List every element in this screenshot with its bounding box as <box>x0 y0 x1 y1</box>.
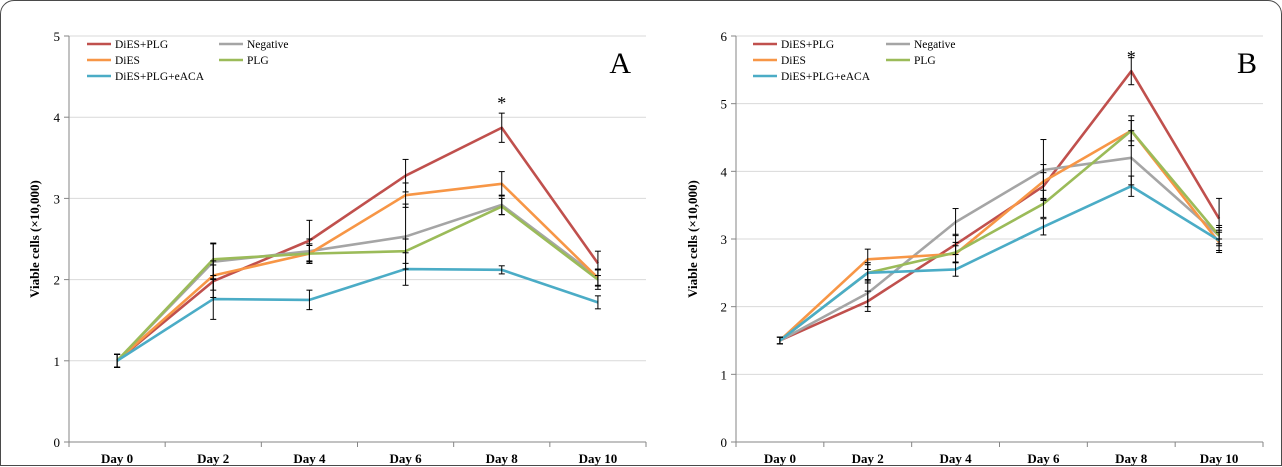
legend-label-0: DiES+PLG <box>781 39 834 51</box>
x-tick-label: Day 2 <box>197 451 229 466</box>
y-tick-label: 5 <box>54 29 61 44</box>
series-line-1 <box>116 203 599 362</box>
legend-label-1: Negative <box>247 39 289 51</box>
series-line-0 <box>116 126 599 362</box>
chart-panel-b: 0 1 2 3 4 5 6 Day 0 Day 2 Day 4 Day 6 Day 8 Day 10 Vi… <box>685 29 1264 466</box>
series-line-0 <box>779 69 1221 342</box>
significance-star: * <box>497 93 506 113</box>
series-line-2 <box>116 182 599 362</box>
x-tick-label: Day 8 <box>1115 451 1148 466</box>
panel-letter: A <box>609 47 631 80</box>
y-tick-label: 0 <box>54 435 61 450</box>
y-tick-label: 3 <box>54 191 61 206</box>
legend-label-2: DiES <box>781 55 806 67</box>
x-tick-label: Day 6 <box>390 451 423 466</box>
y-tick-label: 1 <box>721 367 728 382</box>
significance-star: * <box>1127 47 1136 67</box>
x-tick-label: Day 4 <box>940 451 973 466</box>
x-tick-label: Day 6 <box>1027 451 1060 466</box>
series-line-4 <box>779 184 1220 342</box>
y-tick-label: 1 <box>54 354 61 369</box>
legend: DiES+PLG Negative DiES PLG DiES+PLG+eACA <box>87 39 289 83</box>
y-axis-label: Viable cells (×10,000) <box>27 180 42 298</box>
x-tick-label: Day 10 <box>579 451 618 466</box>
y-axis-label: Viable cells (×10,000) <box>685 180 700 298</box>
x-tick-label: Day 4 <box>293 451 326 466</box>
series-line-3 <box>779 129 1221 342</box>
y-tick-label: 4 <box>721 164 728 179</box>
series-line-2 <box>779 129 1221 342</box>
panel-letter: B <box>1237 47 1257 80</box>
x-tick-label: Day 0 <box>764 451 796 466</box>
y-tick-label: 5 <box>721 97 728 112</box>
y-tick-label: 0 <box>721 435 728 450</box>
y-tick-label: 3 <box>721 232 728 247</box>
series-line-3 <box>116 205 599 362</box>
y-tick-label: 2 <box>721 300 728 315</box>
series-line-4 <box>116 267 599 362</box>
legend-label-2: DiES <box>115 55 140 67</box>
legend-label-3: PLG <box>247 55 269 67</box>
x-tick-label: Day 8 <box>486 451 519 466</box>
x-tick-label: Day 0 <box>101 451 133 466</box>
y-tick-label: 4 <box>54 110 61 125</box>
legend-label-4: DiES+PLG+eACA <box>115 71 205 83</box>
x-tick-label: Day 2 <box>852 451 884 466</box>
y-tick-label: 6 <box>721 29 728 44</box>
legend-label-3: PLG <box>914 55 936 67</box>
legend: DiES+PLG Negative DiES PLG DiES+PLG+eACA <box>753 39 956 83</box>
y-tick-label: 2 <box>54 273 61 288</box>
legend-label-4: DiES+PLG+eACA <box>781 71 871 83</box>
legend-label-1: Negative <box>914 39 956 51</box>
legend-label-0: DiES+PLG <box>115 39 168 51</box>
x-tick-label: Day 10 <box>1200 451 1239 466</box>
series-line-1 <box>779 156 1220 342</box>
chart-panel-a: 0 1 2 3 4 5 Day 0 Day 2 Day 4 Day 6 Day 8 Day 10 Via… <box>27 29 647 466</box>
